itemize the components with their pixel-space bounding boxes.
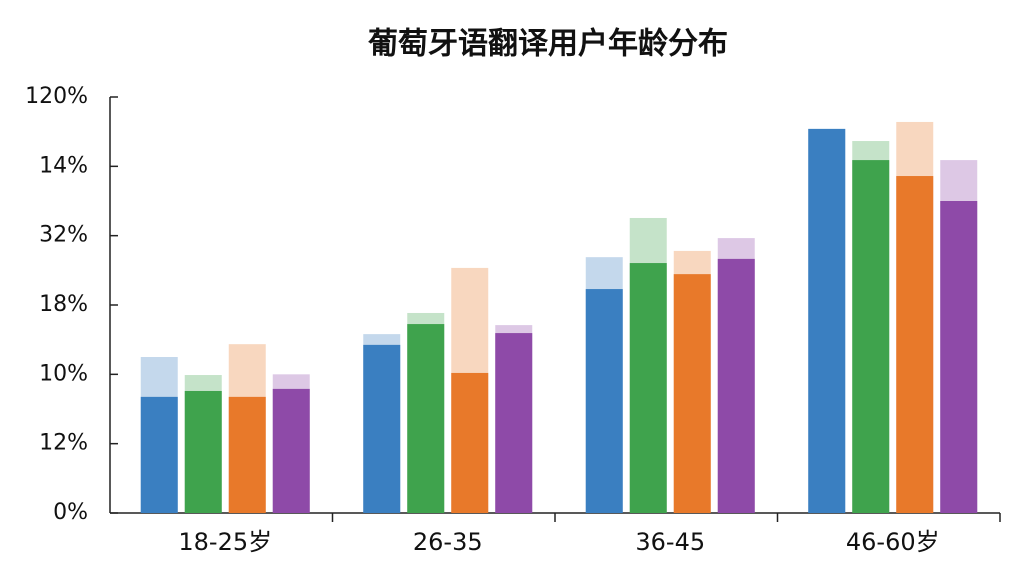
bar [896, 176, 934, 514]
y-tick-label: 12% [39, 431, 88, 456]
x-tick-label: 26-35 [413, 528, 483, 556]
bar [228, 396, 266, 513]
x-tick-label: 18-25岁 [178, 528, 272, 556]
chart-title: 葡萄牙语翻译用户年龄分布 [368, 27, 728, 62]
y-tick-label: 32% [39, 223, 88, 248]
bar [495, 333, 533, 513]
bar [184, 390, 222, 513]
bar [140, 396, 178, 513]
x-tick-label: 46-60岁 [846, 528, 940, 556]
bar [940, 201, 978, 513]
bar [585, 289, 623, 513]
bar [673, 274, 711, 513]
y-tick-label: 0% [53, 500, 88, 525]
bar [808, 128, 846, 514]
x-tick-label: 36-45 [635, 528, 705, 556]
y-tick-label: 10% [39, 361, 88, 386]
y-tick-label: 18% [39, 292, 88, 317]
bar [451, 372, 489, 513]
bar [852, 160, 890, 514]
bar [629, 263, 667, 513]
y-tick-label: 14% [39, 153, 88, 178]
bar [363, 344, 401, 513]
y-tick-label: 120% [25, 84, 88, 109]
bar [717, 258, 755, 513]
bar [272, 388, 310, 513]
bar [407, 324, 445, 513]
